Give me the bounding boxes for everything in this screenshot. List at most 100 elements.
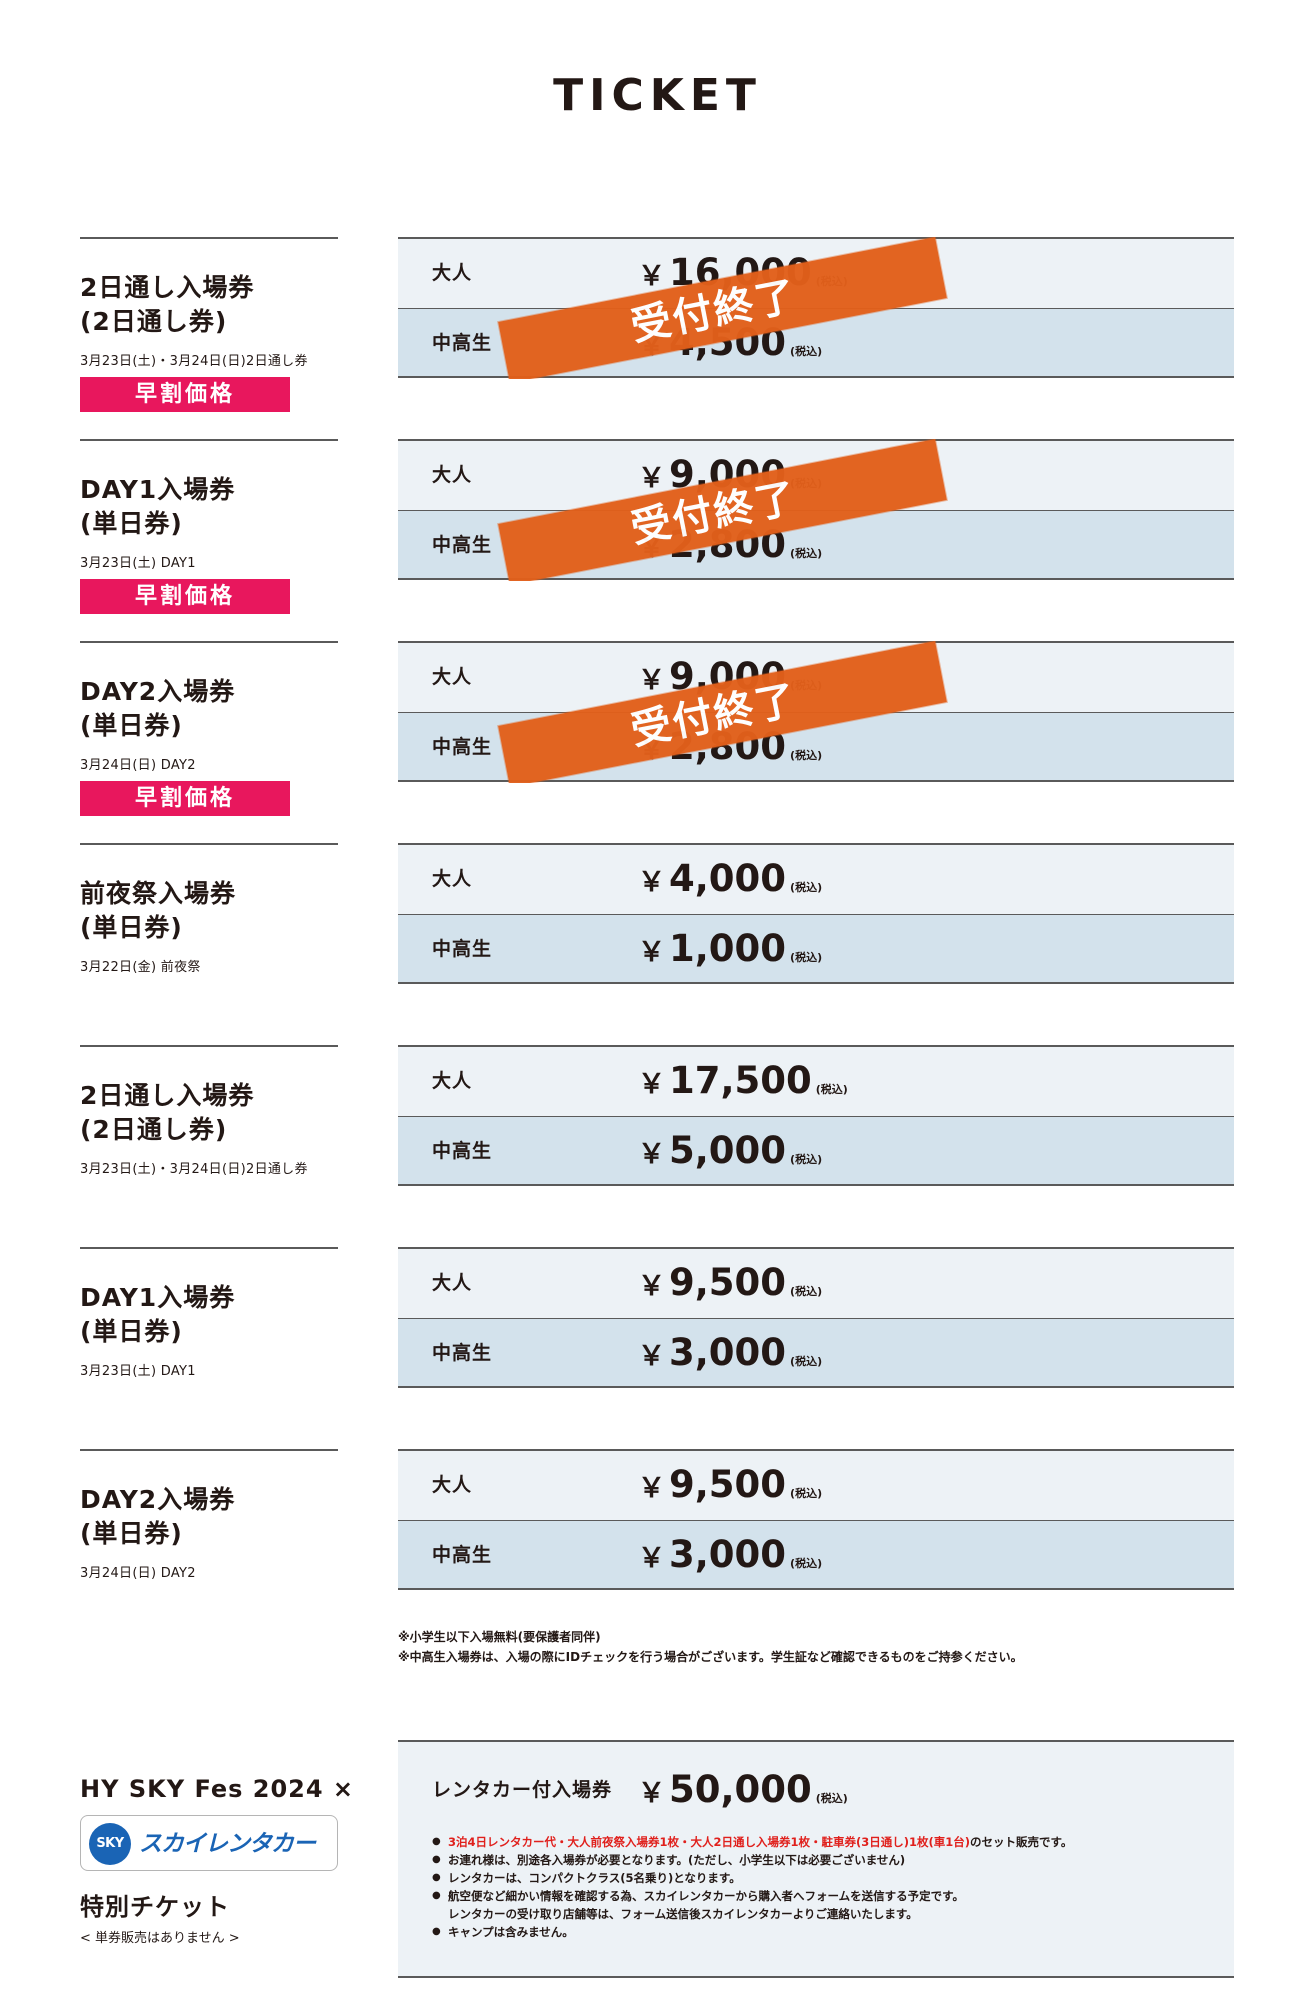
ticket-name-line1: DAY2入場券 bbox=[80, 677, 236, 706]
ticket-date: 3月23日(土)・3月24日(日)2日通し券 bbox=[80, 354, 308, 369]
row-label: 大人 bbox=[432, 666, 473, 688]
ticket-info: DAY2入場券 (単日券) 3月24日(日) DAY2 早割価格 bbox=[80, 641, 338, 831]
ticket-name: 2日通し入場券 (2日通し券) bbox=[80, 271, 254, 339]
ticket-name-line1: DAY2入場券 bbox=[80, 1485, 236, 1514]
yen-symbol: ￥ bbox=[638, 463, 665, 494]
ticket-info: 前夜祭入場券 (単日券) 3月22日(金) 前夜祭 bbox=[80, 843, 338, 1033]
ticket-group-day2: DAY2入場券 (単日券) 3月24日(日) DAY2 大人 ￥ 9,500 (税込… bbox=[0, 1449, 1315, 1649]
collab-label: レンタカー付入場券 bbox=[432, 1779, 613, 1801]
bullet-highlight: 3泊4日レンタカー代・大人前夜祭入場券1枚・大人2日通し入場券1枚・駐車券(3日… bbox=[448, 1835, 971, 1849]
price-row-student: 中高生 ￥ 1,000 (税込) bbox=[398, 914, 1234, 984]
price-amount: 1,000 bbox=[669, 927, 787, 970]
ticket-date: 3月22日(金) 前夜祭 bbox=[80, 960, 201, 975]
row-label: 大人 bbox=[432, 262, 473, 284]
yen-symbol: ￥ bbox=[638, 261, 665, 292]
tax-label: (税込) bbox=[790, 749, 823, 762]
ticket-notes: ※小学生以下入場無料(要保護者同伴) ※中高生入場券は、入場の際にIDチェックを… bbox=[398, 1627, 1023, 1667]
bullet-item: 3泊4日レンタカー代・大人前夜祭入場券1枚・大人2日通し入場券1枚・駐車券(3日… bbox=[432, 1833, 1072, 1851]
ticket-group-day1-early: DAY1入場券 (単日券) 3月23日(土) DAY1 早割価格 大人 ￥ 9,0… bbox=[0, 439, 1315, 639]
yen-symbol: ￥ bbox=[638, 1778, 665, 1809]
tax-label: (税込) bbox=[815, 1083, 848, 1096]
ticket-name-line1: 前夜祭入場券 bbox=[80, 879, 237, 908]
price-table: 大人 ￥ 17,500 (税込) 中高生 ￥ 5,000 (税込) bbox=[398, 1045, 1234, 1187]
yen-symbol: ￥ bbox=[638, 1543, 665, 1574]
tax-label: (税込) bbox=[790, 547, 823, 560]
ticket-name: DAY1入場券 (単日券) bbox=[80, 1281, 235, 1349]
ticket-date: 3月23日(土) DAY1 bbox=[80, 556, 196, 571]
tax-label: (税込) bbox=[790, 1487, 823, 1500]
ticket-name: 2日通し入場券 (2日通し券) bbox=[80, 1079, 254, 1147]
row-label: 大人 bbox=[432, 1070, 473, 1092]
collab-price-box: レンタカー付入場券 ￥50,000(税込) 3泊4日レンタカー代・大人前夜祭入場… bbox=[398, 1740, 1234, 1978]
row-price: ￥ 4,000 (税込) bbox=[638, 845, 822, 922]
price-amount: 9,500 bbox=[669, 1261, 787, 1304]
yen-symbol: ￥ bbox=[638, 1069, 665, 1100]
collab-note: < 単券販売はありません > bbox=[80, 1931, 240, 1946]
row-price: ￥ 17,500 (税込) bbox=[638, 1047, 848, 1124]
collab-info: HY SKY Fes 2024 × SKY スカイレンタカー 特別チケット < … bbox=[80, 1775, 360, 1946]
bullet-item: キャンプは含みません。 bbox=[432, 1923, 1072, 1941]
sky-rentacar-logo: SKY スカイレンタカー bbox=[80, 1815, 338, 1871]
ticket-name-line2: (単日券) bbox=[80, 913, 183, 942]
price-amount: 50,000 bbox=[669, 1768, 812, 1811]
price-table: 大人 ￥9,000(税込) 中高生 ￥2,800(税込) 受付終了 bbox=[398, 439, 1234, 581]
ticket-group-2day: 2日通し入場券 (2日通し券) 3月23日(土)・3月24日(日)2日通し券 大… bbox=[0, 1045, 1315, 1245]
tax-label: (税込) bbox=[790, 951, 823, 964]
row-price: ￥ 9,500 (税込) bbox=[638, 1249, 822, 1326]
row-label: 中高生 bbox=[432, 736, 493, 758]
ticket-info: DAY2入場券 (単日券) 3月24日(日) DAY2 bbox=[80, 1449, 338, 1639]
price-table: 大人 ￥ 9,500 (税込) 中高生 ￥ 3,000 (税込) bbox=[398, 1449, 1234, 1591]
price-row-student: 中高生 ￥ 3,000 (税込) bbox=[398, 1520, 1234, 1590]
row-label: 中高生 bbox=[432, 332, 493, 354]
yen-symbol: ￥ bbox=[638, 1473, 665, 1504]
ticket-info: DAY1入場券 (単日券) 3月23日(土) DAY1 bbox=[80, 1247, 338, 1437]
ticket-name: DAY1入場券 (単日券) bbox=[80, 473, 235, 541]
row-price: ￥ 3,000 (税込) bbox=[638, 1521, 822, 1591]
ticket-name-line1: 2日通し入場券 bbox=[80, 1081, 255, 1110]
row-label: 中高生 bbox=[432, 938, 493, 960]
bullet-item: レンタカーの受け取り店舗等は、フォーム送信後スカイレンタカーよりご連絡いたします… bbox=[448, 1907, 918, 1921]
page-title: TICKET bbox=[553, 70, 762, 121]
collab-price: ￥ 50,000 (税込) bbox=[638, 1756, 848, 1833]
bullet-suffix: のセット販売です。 bbox=[970, 1835, 1073, 1849]
note-line: ※小学生以下入場無料(要保護者同伴) bbox=[398, 1630, 601, 1644]
ticket-info: 2日通し入場券 (2日通し券) 3月23日(土)・3月24日(日)2日通し券 bbox=[80, 1045, 338, 1235]
note-line: ※中高生入場券は、入場の際にIDチェックを行う場合がございます。学生証など確認で… bbox=[398, 1650, 1023, 1664]
bullet-item: レンタカーは、コンパクトクラス(5名乗り)となります。 bbox=[432, 1869, 1072, 1887]
ticket-name-line2: (単日券) bbox=[80, 509, 183, 538]
row-label: 大人 bbox=[432, 1474, 473, 1496]
price-table: 大人 ￥16,000(税込) 中高生 ￥4,500(税込) 受付終了 bbox=[398, 237, 1234, 379]
price-amount: 9,500 bbox=[669, 1463, 787, 1506]
collab-subtitle: 特別チケット bbox=[80, 1893, 230, 1921]
ticket-name-line2: (単日券) bbox=[80, 1317, 183, 1346]
sky-logo-mark: SKY bbox=[89, 1823, 131, 1865]
ticket-name: DAY2入場券 (単日券) bbox=[80, 675, 235, 743]
price-amount: 3,000 bbox=[669, 1533, 787, 1576]
price-row-adult: 大人 ￥ 9,500 (税込) bbox=[398, 1449, 1234, 1520]
ticket-name-line1: DAY1入場券 bbox=[80, 1283, 236, 1312]
tax-label: (税込) bbox=[815, 1792, 848, 1805]
yen-symbol: ￥ bbox=[638, 867, 665, 898]
price-row-adult: 大人 ￥ 17,500 (税込) bbox=[398, 1045, 1234, 1116]
ticket-date: 3月24日(日) DAY2 bbox=[80, 1566, 196, 1581]
price-amount: 4,000 bbox=[669, 857, 787, 900]
tax-label: (税込) bbox=[790, 1153, 823, 1166]
price-row-student: 中高生 ￥ 3,000 (税込) bbox=[398, 1318, 1234, 1388]
row-label: 中高生 bbox=[432, 534, 493, 556]
ticket-name-line2: (2日通し券) bbox=[80, 1115, 228, 1144]
row-label: 大人 bbox=[432, 464, 473, 486]
tax-label: (税込) bbox=[790, 345, 823, 358]
row-price: ￥ 1,000 (税込) bbox=[638, 915, 822, 985]
ticket-group-2day-early: 2日通し入場券 (2日通し券) 3月23日(土)・3月24日(日)2日通し券 早… bbox=[0, 237, 1315, 437]
ticket-info: 2日通し入場券 (2日通し券) 3月23日(土)・3月24日(日)2日通し券 早… bbox=[80, 237, 338, 427]
row-price: ￥ 5,000 (税込) bbox=[638, 1117, 822, 1187]
price-amount: 3,000 bbox=[669, 1331, 787, 1374]
row-label: 大人 bbox=[432, 868, 473, 890]
ticket-name-line1: DAY1入場券 bbox=[80, 475, 236, 504]
yen-symbol: ￥ bbox=[638, 1271, 665, 1302]
ticket-name-line2: (単日券) bbox=[80, 1519, 183, 1548]
price-row-adult: 大人 ￥ 9,500 (税込) bbox=[398, 1247, 1234, 1318]
bullet-item: 航空便など細かい情報を確認する為、スカイレンタカーから購入者へフォームを送信する… bbox=[432, 1887, 1072, 1905]
price-table: 大人 ￥ 9,500 (税込) 中高生 ￥ 3,000 (税込) bbox=[398, 1247, 1234, 1389]
row-label: 中高生 bbox=[432, 1342, 493, 1364]
